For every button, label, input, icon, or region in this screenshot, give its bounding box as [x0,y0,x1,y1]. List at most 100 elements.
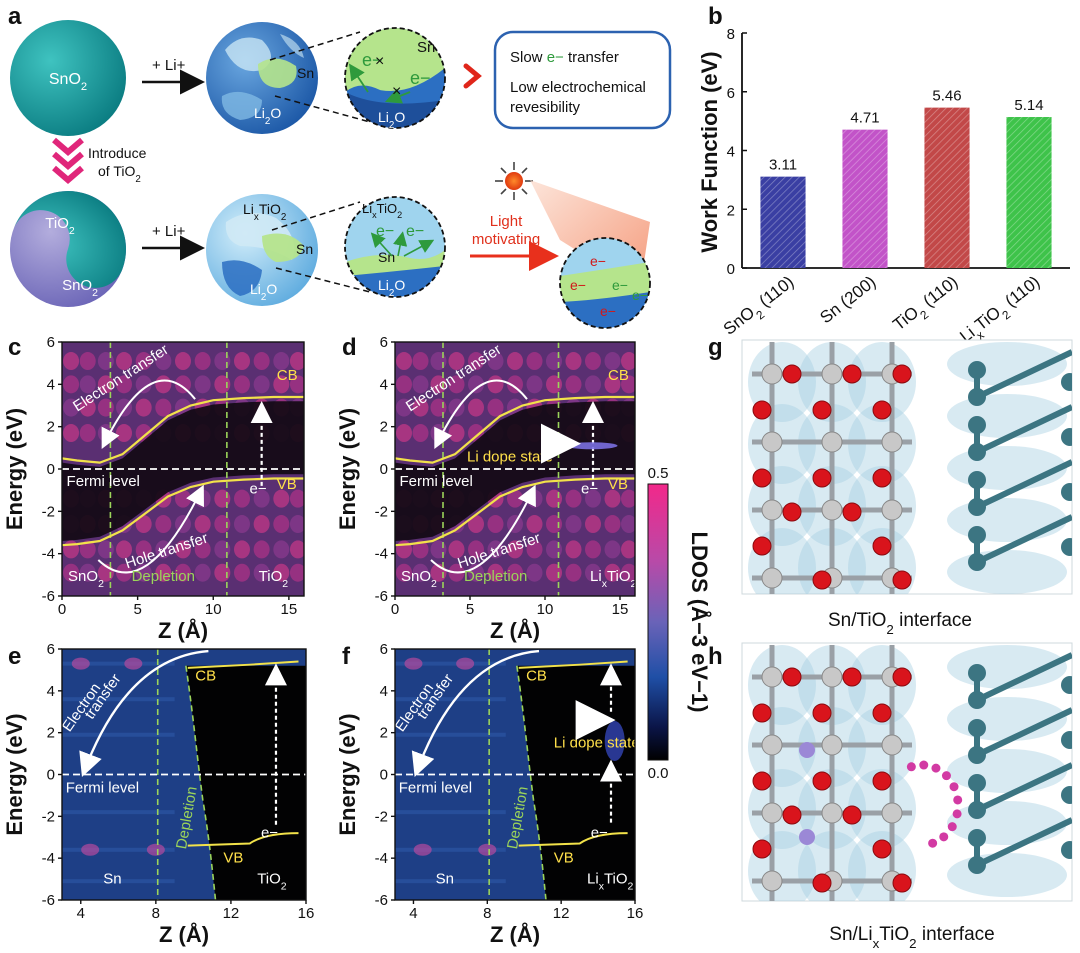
ti-atom [968,361,986,379]
ldos-blob [71,657,90,670]
ldos-blob [565,515,582,534]
o-atom [812,468,832,488]
ldos-blob [175,540,191,559]
ldos-blob [468,540,484,559]
vb-curve [187,832,299,847]
sn-label-bottom: Sn [296,241,313,257]
ytick-label: 6 [380,334,388,351]
sn-atom [881,802,903,824]
xtick-label: 16 [298,905,315,922]
sn-atom [761,567,783,589]
interface-dot [928,838,938,848]
ldos-blob [175,352,191,371]
ldos-blob [63,398,80,417]
electron-label: e− [250,480,267,497]
ldos-blob [430,540,447,559]
ldos-blob [253,489,270,508]
ti-atom [968,691,986,709]
xtick-label: 5 [466,601,474,618]
sn-label-zoom2: Sn [378,249,395,265]
ytick-label: 0 [380,461,388,478]
electron-label: e− [591,824,608,841]
sn-atom [761,734,783,756]
ldos-blob [233,375,250,394]
ldos-blob [412,424,429,443]
ldos-blob [430,375,447,394]
zoom-line-top-1 [269,31,361,61]
ytick-label: 2 [380,725,388,742]
ldos-blob [97,352,114,371]
bar-category-label-2: TiO2 (110) [889,272,965,339]
ti-atom [1061,731,1072,749]
ldos-band [395,810,506,815]
right-material-label: TiO2 [257,870,287,892]
right-material-label: LixTiO2 [587,870,634,892]
xtick-label: 10 [537,601,554,618]
ldos-blob [79,540,96,559]
ldos-blob [289,489,304,508]
ldos-band [62,810,175,815]
caption-h: Sn/LixTiO2 interface [829,924,994,951]
e-minus-green-1: e− [612,277,628,293]
ti-atom [968,416,986,434]
low-reversibility-2: revesibility [510,99,581,116]
depletion-label: Depletion [464,568,527,585]
right-material-label: LixTiO2 [590,568,637,590]
e-minus-red-2: e− [570,277,586,293]
zoom-circle-top: e− e− Sn Li2O × × [344,27,446,131]
interface-dot [931,763,941,773]
bar-category-label-1: Sn (200) [816,272,879,327]
ldos-band [62,697,175,702]
ldos-blob [412,375,429,394]
panel-label-f: f [342,643,351,670]
bar-category-label-0: SnO2 (110) [720,272,801,343]
ldos-blob [565,540,582,559]
ylabel: Energy (eV) [2,713,27,835]
ldos-band [395,697,506,702]
bar-value-label-3: 5.14 [1014,97,1043,114]
cb-label: CB [277,367,298,384]
depletion-label: Depletion [132,568,195,585]
xtick-label: 0 [58,601,66,618]
electron-arc [434,379,528,449]
tio2-sno2-sphere: TiO2 SnO2 [10,191,126,307]
band-gap-region [62,401,304,541]
ti-atom [1061,538,1072,556]
ldos-blob [79,375,96,394]
ytick-label: 0 [47,461,55,478]
ldos-blob [155,375,172,394]
slow-transfer-text: Slow e− transfer [510,49,619,66]
ti-bond [975,762,1072,813]
o-atom [872,536,892,556]
o-atom [842,364,862,384]
sn-atom [761,363,783,385]
interface-dot [947,822,957,832]
fermi-label: Fermi level [399,779,472,796]
ldos-blob [116,540,133,559]
sno2-label: SnO2 [49,71,87,93]
ldos-blob [233,515,250,534]
ldos-blob [194,515,211,534]
sno2-label-sphere: SnO2 [62,277,98,299]
ldos-blob [214,515,231,534]
plus-li-top: + Li+ [152,57,186,74]
o-atom [842,805,862,825]
ldos-blob [396,375,412,394]
dope-state-band [565,442,618,450]
e-minus-green-2: e− [632,287,648,303]
li-atom [799,829,815,845]
ldos-blob [63,375,80,394]
ldos-blob [289,563,304,582]
electron-label: e− [581,480,598,497]
ldos-blob [79,398,96,417]
ldos-band [395,661,506,666]
ldos-blob [63,424,80,443]
ldos-blob [585,515,601,534]
e-minus-4: e− [406,223,424,240]
panel-label-e: e [8,643,21,670]
interface-dot [941,771,951,781]
ldos-blob [81,843,100,856]
ti-bond [975,404,1072,455]
